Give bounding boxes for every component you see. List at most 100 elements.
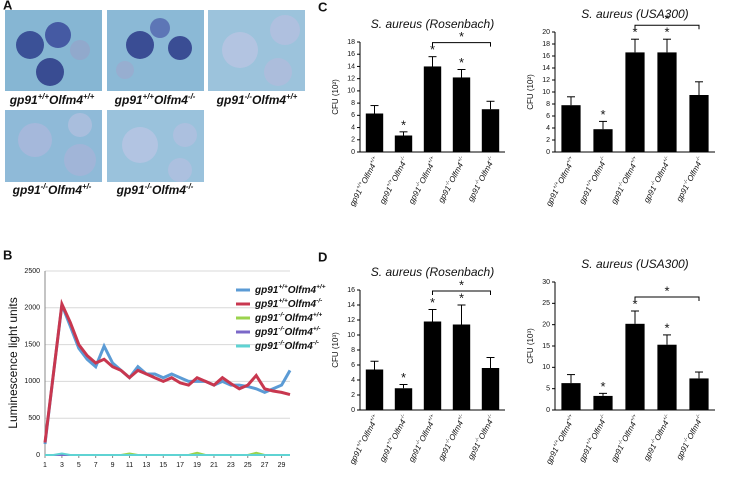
genotype: -/- xyxy=(399,413,407,420)
gene-name: gp91 xyxy=(466,183,482,203)
x-tick-label: gp91+/+Olfm4-/- xyxy=(378,155,411,205)
y-tick-label: 6 xyxy=(546,113,550,120)
genotype: +/+ xyxy=(552,181,561,190)
gene-name: gp91 xyxy=(577,444,593,464)
y-tick-label: 4 xyxy=(351,377,355,384)
genotype: -/- xyxy=(415,181,423,188)
x-tick-label: 5 xyxy=(77,462,81,469)
significance-star: * xyxy=(600,107,605,122)
genotype: +/+ xyxy=(585,437,594,446)
y-tick-label: 1500 xyxy=(24,341,40,348)
bar xyxy=(593,129,613,152)
gene-name: Olfm4 xyxy=(154,93,188,107)
gene-name: Olfm4 xyxy=(284,327,313,338)
x-tick-label: 7 xyxy=(94,462,98,469)
y-tick-label: 14 xyxy=(347,302,355,309)
genotype: -/- xyxy=(399,155,407,162)
gene-name: Olfm4 xyxy=(288,285,317,296)
bar xyxy=(625,323,645,410)
x-tick-label: 1 xyxy=(43,462,47,469)
bar xyxy=(452,77,471,152)
bar xyxy=(561,383,581,410)
genotype: -/- xyxy=(444,438,452,445)
y-tick-label: 2 xyxy=(546,137,550,144)
genotype: -/- xyxy=(278,339,284,346)
gene-name: Olfm4 xyxy=(390,418,408,442)
genotype: -/- xyxy=(415,439,423,446)
genotype: -/- xyxy=(650,438,658,445)
y-tick-label: 6 xyxy=(351,362,355,369)
genotype: -/- xyxy=(444,180,452,187)
bar xyxy=(365,369,384,410)
panel-label: A xyxy=(3,0,13,12)
gene-name: Olfm4 xyxy=(288,299,317,310)
genotype: -/- xyxy=(41,182,49,191)
line xyxy=(45,452,290,456)
genotype: +/+ xyxy=(356,439,365,448)
y-tick-label: 16 xyxy=(347,287,355,294)
genotype: +/+ xyxy=(286,92,298,101)
gene-name: Olfm4 xyxy=(556,162,574,186)
significance-star: * xyxy=(600,379,605,394)
genotype: -/- xyxy=(683,178,691,185)
gene-name: gp91 xyxy=(609,444,625,464)
x-tick-label: gp91+/+Olfm4-/- xyxy=(577,413,610,463)
significance-star: * xyxy=(632,25,637,40)
y-tick-label: 12 xyxy=(347,76,355,83)
y-tick-label: 16 xyxy=(347,51,355,58)
significance-star: * xyxy=(632,296,637,311)
gene-name: Olfm4 xyxy=(685,418,703,442)
y-tick-label: 0 xyxy=(36,452,40,459)
gene-name: Olfm4 xyxy=(620,162,638,186)
gene-name: Olfm4 xyxy=(653,161,671,185)
genotype: +/+ xyxy=(552,439,561,448)
x-tick-label: 11 xyxy=(126,462,133,469)
y-tick-label: 0 xyxy=(546,149,550,156)
y-tick-label: 0 xyxy=(351,407,355,414)
gene-name: Olfm4 xyxy=(360,420,378,444)
genotype: +/+ xyxy=(278,283,288,290)
panel-label: D xyxy=(318,249,327,264)
gene-name: gp91 xyxy=(378,186,394,206)
gene-name: Olfm4 xyxy=(477,418,495,442)
genotype: -/- xyxy=(474,436,482,443)
genotype: -/- xyxy=(617,181,625,188)
significance-bracket xyxy=(634,24,700,30)
y-axis-label: CFU (10³) xyxy=(331,332,340,368)
bar xyxy=(689,95,709,152)
x-tick-label: gp91-/-Olfm4+/- xyxy=(642,413,674,462)
x-tick-label: gp91-/-Olfm4-/- xyxy=(466,413,498,461)
gene-name: Olfm4 xyxy=(152,183,186,197)
x-tick-label: gp91-/-Olfm4+/+ xyxy=(407,155,440,205)
gene-name: gp91 xyxy=(642,442,658,462)
gene-name: gp91 xyxy=(544,188,560,208)
y-tick-label: 20 xyxy=(542,29,550,36)
y-tick-label: 5 xyxy=(546,386,550,393)
genotype: +/+ xyxy=(369,413,378,422)
gene-name: Olfm4 xyxy=(447,161,465,185)
panel-label: B xyxy=(3,247,12,262)
x-tick-label: gp91-/-Olfm4+/+ xyxy=(609,155,642,205)
y-tick-label: 10 xyxy=(542,89,550,96)
genotype: -/- xyxy=(599,413,607,420)
genotype: +/- xyxy=(313,325,321,332)
significance-bracket xyxy=(634,296,700,302)
x-tick-label: gp91-/-Olfm4-/- xyxy=(466,155,498,203)
gene-name: Olfm4 xyxy=(685,160,703,184)
y-tick-label: 10 xyxy=(347,88,355,95)
genotype: +/+ xyxy=(313,311,323,318)
significance-bracket xyxy=(432,290,491,295)
gene-name: Olfm4 xyxy=(620,420,638,444)
gene-name: gp91 xyxy=(675,183,691,203)
gene-name: gp91 xyxy=(254,299,279,310)
gene-name: gp91 xyxy=(407,444,423,464)
legend-label: gp91-/-Olfm4-/- xyxy=(254,339,319,351)
y-tick-label: 30 xyxy=(542,279,550,286)
bar xyxy=(657,344,677,410)
genotype: +/+ xyxy=(427,155,436,164)
x-tick-label: 19 xyxy=(193,462,201,469)
y-tick-label: 18 xyxy=(347,39,355,46)
genotype: -/- xyxy=(683,436,691,443)
gene-name: gp91 xyxy=(12,183,41,197)
gene-name: gp91 xyxy=(378,444,394,464)
